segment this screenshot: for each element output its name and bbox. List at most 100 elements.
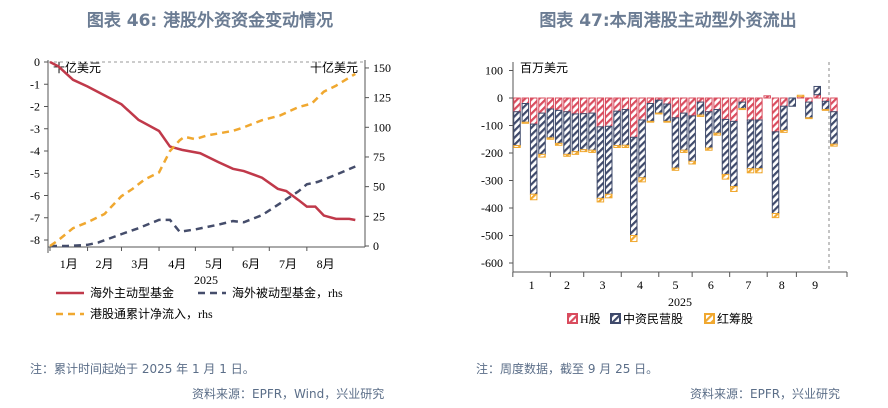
bar-legend-swatch-H <box>567 313 578 324</box>
y-tick-label: -8 <box>30 233 40 247</box>
legend-label-active: 海外主动型基金 <box>90 285 174 300</box>
bar-redchip <box>688 160 696 165</box>
bar-H <box>771 97 780 133</box>
bar-mainland <box>630 136 638 236</box>
x-tick-label: 3月 <box>131 257 149 271</box>
bar-H <box>755 97 763 121</box>
x-tick-label: 5月 <box>205 257 223 271</box>
bar-mainland <box>821 100 830 111</box>
bar-legend-label-mainland: 中资民营股 <box>623 311 683 326</box>
bar-H <box>680 97 688 114</box>
bar-unit: 百万美元 <box>520 61 568 75</box>
right-chart-title: 图表 47:本周港股主动型外资流出 <box>539 11 797 31</box>
bar-x-tick-label: 6 <box>708 278 714 292</box>
bar-H <box>513 97 521 113</box>
bar-redchip <box>529 193 538 201</box>
y2-tick-label: 150 <box>373 61 391 75</box>
bar-H <box>521 97 530 104</box>
bar-redchip <box>721 173 730 180</box>
y-tick-label: -5 <box>30 166 40 180</box>
bar-y-tick-label: -600 <box>481 256 503 270</box>
bar-redchip <box>796 94 805 98</box>
y2-tick-label: 100 <box>373 120 391 134</box>
bar-H <box>696 97 705 103</box>
bar-mainland <box>663 103 671 122</box>
bar-redchip <box>655 112 663 115</box>
bar-redchip <box>630 235 638 243</box>
bar-redchip <box>771 213 780 219</box>
series-line-passive <box>50 165 356 248</box>
bar-redchip <box>521 121 530 124</box>
y2-tick-label: 0 <box>373 239 379 253</box>
y2-tick-label: 75 <box>373 150 385 164</box>
bar-H <box>538 97 546 114</box>
bar-mainland <box>596 126 605 199</box>
bar-mainland <box>521 103 530 123</box>
bar-H <box>738 97 746 103</box>
bar-redchip <box>596 197 605 203</box>
bar-mainland <box>513 111 521 147</box>
bar-mainland <box>688 115 696 162</box>
left-chart-title: 图表 46: 港股外资资金变动情况 <box>86 11 334 31</box>
bar-mainland <box>696 101 705 116</box>
bar-mainland <box>788 97 796 107</box>
bar-redchip <box>730 186 738 193</box>
bar-redchip <box>805 117 813 120</box>
bar-H <box>688 97 696 117</box>
bar-y-tick-label: -500 <box>481 229 503 243</box>
bar-H <box>638 97 646 121</box>
bar-mainland <box>546 108 555 139</box>
bar-redchip <box>621 144 630 149</box>
bar-y-tick-label: -300 <box>481 174 503 188</box>
bar-x-axis-label: 2025 <box>668 295 692 309</box>
bar-mainland <box>646 103 655 122</box>
left-source: 资料来源：EPFR，Wind，兴业研究 <box>192 387 385 401</box>
x-tick-label: 8月 <box>317 257 335 271</box>
bar-mainland <box>713 109 721 134</box>
bar-y-tick-label: -200 <box>481 146 503 160</box>
y-tick-label: 0 <box>34 55 40 69</box>
bar-redchip <box>696 114 705 117</box>
bar-redchip <box>604 193 613 199</box>
y2-tick-label: 50 <box>373 180 385 194</box>
bar-H <box>554 97 563 111</box>
bar-H <box>571 97 580 115</box>
bar-mainland <box>813 85 821 96</box>
bar-H <box>604 97 613 127</box>
bar-H <box>721 97 730 120</box>
series-line-southbound <box>49 72 356 248</box>
bar-x-tick-label: 5 <box>672 278 678 292</box>
bar-x-tick-label: 8 <box>779 278 785 292</box>
bar-redchip <box>563 153 571 157</box>
bar-mainland <box>771 131 780 214</box>
x-tick-label: 1月 <box>60 257 78 271</box>
bar-H <box>546 97 555 110</box>
bar-redchip <box>821 109 830 111</box>
bar-mainland <box>830 111 838 145</box>
bar-redchip <box>680 149 688 153</box>
bar-mainland <box>730 120 738 188</box>
bar-mainland <box>529 123 538 195</box>
left-note: 注：累计时间起始于 2025 年 1 月 1 日。 <box>30 362 255 376</box>
y-tick-label: -7 <box>30 211 40 225</box>
bar-x-tick-label: 1 <box>529 278 535 292</box>
bar-mainland <box>680 112 688 151</box>
bar-mainland <box>613 110 621 147</box>
y-tick-label: -4 <box>30 144 40 158</box>
bar-redchip <box>738 107 746 111</box>
series-line-active <box>49 60 356 222</box>
bar-redchip <box>613 145 621 148</box>
bar-x-tick-label: 4 <box>637 278 643 292</box>
y2-tick-label: 125 <box>373 91 391 105</box>
bar-mainland <box>579 113 588 151</box>
bar-x-tick-label: 2 <box>564 278 570 292</box>
bar-redchip <box>638 177 646 183</box>
bar-redchip <box>588 149 596 153</box>
bar-mainland <box>780 105 788 131</box>
bar-redchip <box>713 132 721 136</box>
bar-redchip <box>663 120 671 123</box>
bar-H <box>763 95 771 99</box>
bar-H <box>621 97 630 111</box>
bar-H <box>646 97 655 104</box>
